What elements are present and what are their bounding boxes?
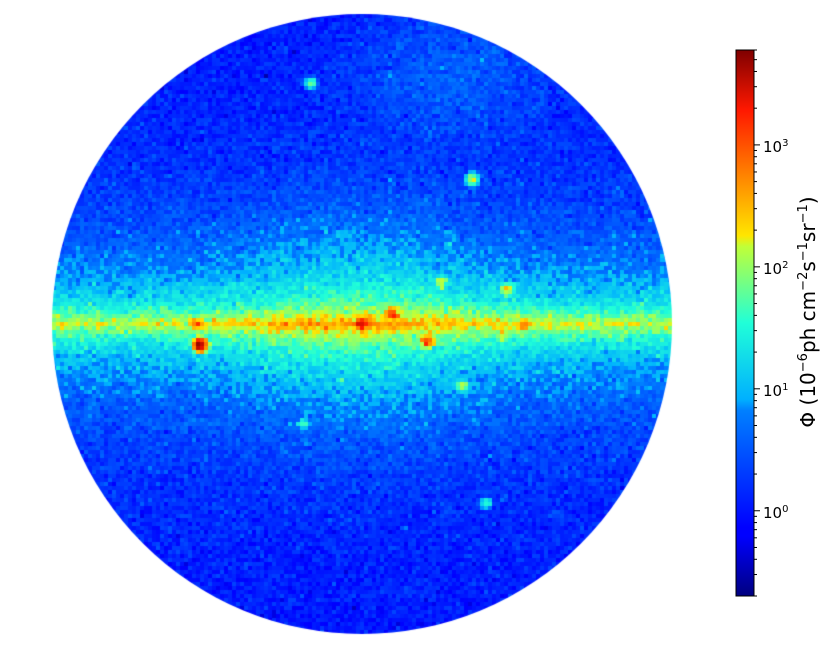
colorbar-gradient xyxy=(735,49,755,597)
colorbar-tick-label: 101 xyxy=(763,381,789,400)
colorbar-tick-label: 103 xyxy=(763,137,789,156)
colorbar-tick-label: 102 xyxy=(763,259,789,278)
colorbar-ticks xyxy=(754,49,760,597)
colorbar-label: Φ (10−6ph cm−2s−1sr−1) xyxy=(796,196,820,428)
colorbar-tick-label: 100 xyxy=(763,503,789,522)
